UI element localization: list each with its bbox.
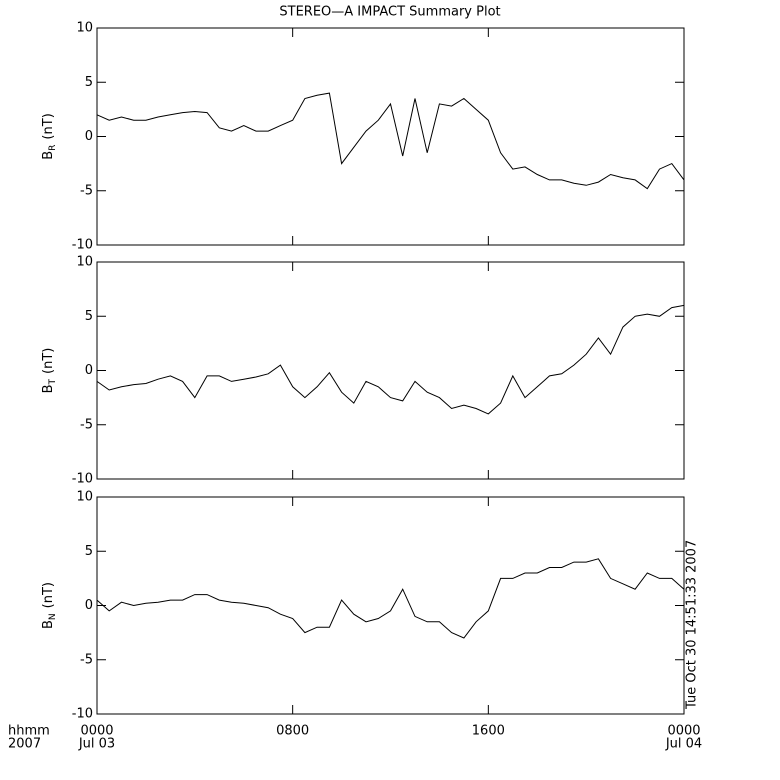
y-tick-label: -10: [72, 472, 93, 487]
x-axis-label: hhmm: [8, 724, 50, 739]
y-tick-label: 10: [76, 490, 93, 505]
y-tick-label: 10: [76, 255, 93, 270]
y-axis-label-symbol: B: [41, 620, 56, 629]
y-axis-label-symbol: B: [41, 151, 56, 160]
timestamp: Tue Oct 30 14:51:33 2007: [685, 540, 700, 710]
y-tick-label: 5: [85, 75, 93, 90]
chart-title: STEREO—A IMPACT Summary Plot: [279, 5, 500, 20]
y-tick-label: -5: [80, 652, 93, 667]
x-tick-label: 0000: [80, 724, 113, 739]
y-tick-label: 0: [85, 598, 93, 613]
x-tick-label: 1600: [472, 724, 505, 739]
y-tick-label: 5: [85, 309, 93, 324]
y-tick-label: -5: [80, 417, 93, 432]
x-axis-label: 2007: [8, 737, 41, 752]
x-tick-label: 0800: [276, 724, 309, 739]
y-axis-label-unit: (nT): [41, 348, 56, 374]
y-tick-label: -5: [80, 183, 93, 198]
y-axis-label: BR (nT): [41, 113, 58, 160]
y-tick-label: -10: [72, 707, 93, 722]
y-axis-label-unit: (nT): [41, 582, 56, 608]
y-tick-label: 5: [85, 544, 93, 559]
data-line: [96, 304, 685, 415]
y-tick-label: 0: [85, 129, 93, 144]
y-tick-label: -10: [72, 238, 93, 253]
y-tick-label: 0: [85, 363, 93, 378]
y-axis-label: BT (nT): [41, 348, 58, 394]
y-axis-label-symbol: B: [41, 384, 56, 393]
data-line: [96, 92, 685, 190]
x-date-label: Jul 04: [665, 737, 702, 752]
x-tick-label: 0000: [667, 724, 700, 739]
y-axis-label-subscript: N: [48, 613, 58, 620]
y-axis-label: BN (nT): [41, 582, 58, 629]
y-tick-label: 10: [76, 21, 93, 36]
y-axis-label-subscript: R: [48, 145, 58, 151]
x-date-label: Jul 03: [78, 737, 115, 752]
y-axis-label-unit: (nT): [41, 113, 56, 139]
data-line: [96, 558, 685, 639]
y-axis-label-subscript: T: [48, 378, 58, 385]
